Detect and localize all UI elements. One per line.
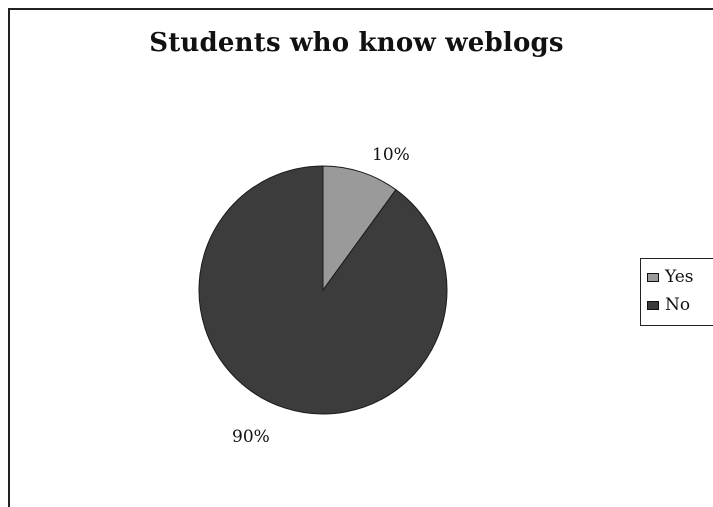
legend-label-no: No [665, 295, 691, 315]
pie-slice-yes [322, 165, 397, 292]
chart-title: Students who know weblogs [149, 28, 564, 58]
legend: Yes No [640, 258, 713, 326]
legend-item-yes: Yes [647, 267, 694, 287]
legend-swatch-no [647, 300, 659, 310]
legend-item-no: No [647, 295, 690, 315]
legend-swatch-yes [647, 272, 659, 282]
legend-label-yes: Yes [665, 267, 694, 287]
data-label-yes: 10% [372, 145, 410, 165]
data-label-no: 90% [232, 427, 270, 447]
pie-slice-no [198, 165, 448, 415]
